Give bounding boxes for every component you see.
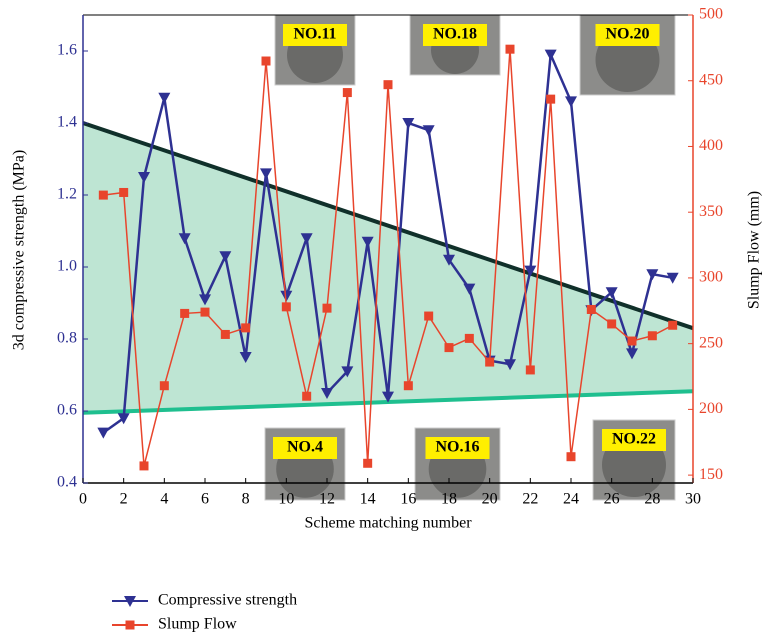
point	[140, 461, 149, 470]
photo-label: NO.4	[287, 439, 323, 456]
photo-label: NO.16	[436, 439, 480, 456]
chart: Scheme matching number 3d compressive st…	[0, 0, 769, 637]
point	[97, 428, 109, 439]
point	[302, 392, 311, 401]
x-tick-label: 22	[522, 491, 538, 508]
point	[445, 343, 454, 352]
photo-label: NO.22	[612, 431, 656, 448]
y2-tick-label: 150	[699, 466, 723, 483]
x-tick-label: 8	[242, 491, 250, 508]
point	[282, 302, 291, 311]
x-tick-label: 2	[120, 491, 128, 508]
y2-tick-label: 350	[699, 203, 723, 220]
y2-tick-label: 400	[699, 137, 723, 154]
photo-label: NO.11	[293, 26, 336, 43]
point	[628, 337, 637, 346]
x-tick-label: 4	[160, 491, 168, 508]
point	[526, 365, 535, 374]
x-tick-label: 24	[563, 491, 579, 508]
point	[424, 312, 433, 321]
point	[119, 188, 128, 197]
point	[506, 45, 515, 54]
y2-tick-label: 500	[699, 6, 723, 23]
point	[323, 304, 332, 313]
y-tick-label: 1.6	[57, 42, 77, 59]
point	[423, 125, 435, 136]
y-tick-label: 1.4	[57, 114, 77, 131]
point	[221, 330, 230, 339]
point	[262, 57, 271, 66]
point	[404, 381, 413, 390]
x-tick-label: 14	[360, 491, 376, 508]
legend-label: Slump Flow	[158, 616, 237, 633]
x-tick-label: 26	[604, 491, 620, 508]
y2-tick-label: 300	[699, 269, 723, 286]
y2-tick-label: 250	[699, 334, 723, 351]
x-tick-label: 16	[400, 491, 416, 508]
point	[384, 80, 393, 89]
legend-label: Compressive strength	[158, 592, 297, 609]
y-tick-label: 0.6	[57, 402, 77, 419]
x-tick-label: 10	[278, 491, 294, 508]
point	[565, 96, 577, 107]
x-tick-label: 6	[201, 491, 209, 508]
point	[158, 93, 170, 104]
point	[668, 321, 677, 330]
page: Scheme matching number 3d compressive st…	[0, 0, 769, 637]
y-axis-title: 3d compressive strength (MPa)	[11, 150, 28, 350]
point	[465, 334, 474, 343]
point	[241, 323, 250, 332]
point	[180, 309, 189, 318]
point	[567, 452, 576, 461]
point	[363, 459, 372, 468]
point	[201, 308, 210, 317]
x-tick-label: 20	[482, 491, 498, 508]
x-tick-label: 30	[685, 491, 701, 508]
y2-tick-label: 200	[699, 400, 723, 417]
photo-label: NO.18	[433, 26, 477, 43]
y-tick-label: 0.8	[57, 330, 77, 347]
point	[160, 381, 169, 390]
point	[99, 191, 108, 200]
x-axis-title: Scheme matching number	[304, 515, 472, 532]
y2-axis-title: Slump Flow (mm)	[746, 191, 763, 309]
point	[607, 319, 616, 328]
point	[485, 358, 494, 367]
x-tick-label: 0	[79, 491, 87, 508]
x-tick-label: 18	[441, 491, 457, 508]
legend-marker	[126, 621, 135, 630]
photo-label: NO.20	[606, 26, 650, 43]
point	[648, 331, 657, 340]
x-tick-label: 28	[644, 491, 660, 508]
point	[343, 88, 352, 97]
point	[260, 168, 272, 179]
point	[546, 95, 555, 104]
point	[587, 305, 596, 314]
y2-tick-label: 450	[699, 71, 723, 88]
y-tick-label: 1.0	[57, 258, 77, 275]
y-tick-label: 0.4	[57, 474, 77, 491]
x-tick-label: 12	[319, 491, 335, 508]
point	[545, 50, 557, 61]
y-tick-label: 1.2	[57, 186, 77, 203]
